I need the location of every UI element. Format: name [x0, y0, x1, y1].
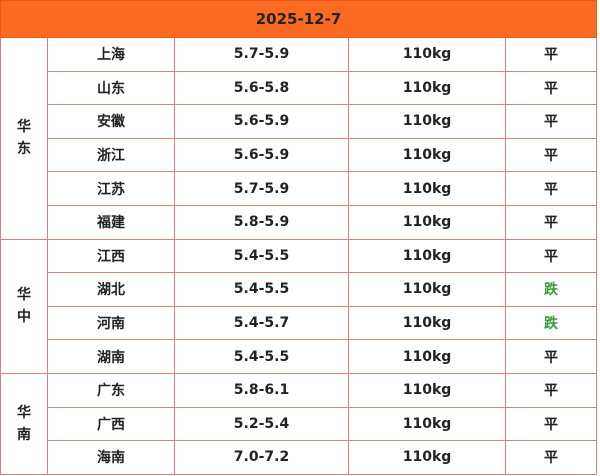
- trend-cell: 平: [504, 104, 598, 139]
- trend-cell: 跌: [504, 305, 598, 341]
- weight-cell: 110kg: [348, 137, 506, 173]
- region-char: 东: [17, 141, 31, 158]
- province-cell: 湖南: [47, 339, 175, 374]
- weight-cell: 110kg: [348, 440, 506, 475]
- region-cell: 华东: [0, 37, 48, 240]
- province-cell: 江西: [47, 238, 175, 274]
- weight-cell: 110kg: [348, 70, 506, 106]
- price-cell: 5.8-5.9: [174, 204, 349, 240]
- date-header: 2025-12-7: [0, 0, 598, 38]
- province-cell: 福建: [47, 204, 175, 240]
- region-char: 华: [17, 287, 31, 304]
- region-char: 中: [17, 309, 31, 326]
- trend-cell: 平: [504, 171, 598, 206]
- region-char: 华: [17, 404, 31, 421]
- weight-cell: 110kg: [348, 171, 506, 206]
- region-cell: 华南: [0, 372, 48, 475]
- weight-cell: 110kg: [348, 406, 506, 442]
- province-cell: 广东: [47, 372, 175, 408]
- trend-cell: 平: [504, 204, 598, 240]
- trend-cell: 平: [504, 70, 598, 106]
- table-row: 华南广东 5.8-6.1 110kg 平: [0, 372, 598, 475]
- province-cell: 河南: [47, 305, 175, 341]
- price-cell: 5.4-5.5: [174, 238, 349, 274]
- header-row: 2025-12-7: [0, 0, 598, 38]
- price-cell: 7.0-7.2: [174, 440, 349, 475]
- table-row: 江苏 5.7-5.9 110kg 平: [1, 171, 598, 206]
- table-row: 华东上海 5.7-5.9 110kg 平: [0, 37, 598, 240]
- trend-cell: 跌: [504, 272, 598, 307]
- trend-cell: 平: [504, 406, 598, 442]
- province-cell: 江苏: [47, 171, 175, 206]
- trend-cell: 平: [504, 238, 598, 274]
- price-cell: 5.4-5.7: [174, 305, 349, 341]
- region-char: 南: [17, 426, 31, 443]
- weight-cell: 110kg: [348, 372, 506, 408]
- weight-cell: 110kg: [348, 339, 506, 374]
- price-cell: 5.8-6.1: [174, 372, 349, 408]
- table-row: 湖北 5.4-5.5 110kg 跌: [1, 272, 598, 307]
- province-cell: 山东: [47, 70, 175, 106]
- weight-cell: 110kg: [348, 272, 506, 307]
- trend-cell: 平: [504, 372, 598, 408]
- weight-cell: 110kg: [348, 238, 506, 274]
- province-cell: 海南: [47, 440, 175, 475]
- price-cell: 5.4-5.5: [174, 272, 349, 307]
- price-cell: 5.6-5.9: [174, 137, 349, 173]
- price-cell: 5.2-5.4: [174, 406, 349, 442]
- trend-cell: 平: [504, 137, 598, 173]
- province-cell: 安徽: [47, 104, 175, 139]
- table-row: 湖南 5.4-5.5 110kg 平: [1, 339, 598, 374]
- table-row: 广西 5.2-5.4 110kg 平: [1, 406, 598, 442]
- trend-cell: 平: [504, 339, 598, 374]
- table-row: 福建 5.8-5.9 110kg 平: [1, 204, 598, 240]
- region-char: 华: [17, 119, 31, 136]
- weight-cell: 110kg: [348, 37, 506, 72]
- trend-cell: 平: [504, 37, 598, 72]
- table-row: 河南 5.4-5.7 110kg 跌: [1, 305, 598, 341]
- region-cell: 华中: [0, 238, 48, 374]
- price-cell: 5.7-5.9: [174, 171, 349, 206]
- province-cell: 上海: [47, 37, 175, 72]
- province-cell: 浙江: [47, 137, 175, 173]
- table-row: 山东 5.6-5.8 110kg 平: [1, 70, 598, 106]
- table-row: 华中江西 5.4-5.5 110kg 平: [0, 238, 598, 374]
- trend-cell: 平: [504, 440, 598, 475]
- price-cell: 5.4-5.5: [174, 339, 349, 374]
- table-row: 海南 7.0-7.2 110kg 平: [1, 440, 598, 475]
- province-cell: 广西: [47, 406, 175, 442]
- weight-cell: 110kg: [348, 104, 506, 139]
- weight-cell: 110kg: [348, 305, 506, 341]
- price-cell: 5.6-5.8: [174, 70, 349, 106]
- weight-cell: 110kg: [348, 204, 506, 240]
- price-cell: 5.7-5.9: [174, 37, 349, 72]
- table-row: 浙江 5.6-5.9 110kg 平: [1, 137, 598, 173]
- price-cell: 5.6-5.9: [174, 104, 349, 139]
- table-row: 安徽 5.6-5.9 110kg 平: [1, 104, 598, 139]
- province-cell: 湖北: [47, 272, 175, 307]
